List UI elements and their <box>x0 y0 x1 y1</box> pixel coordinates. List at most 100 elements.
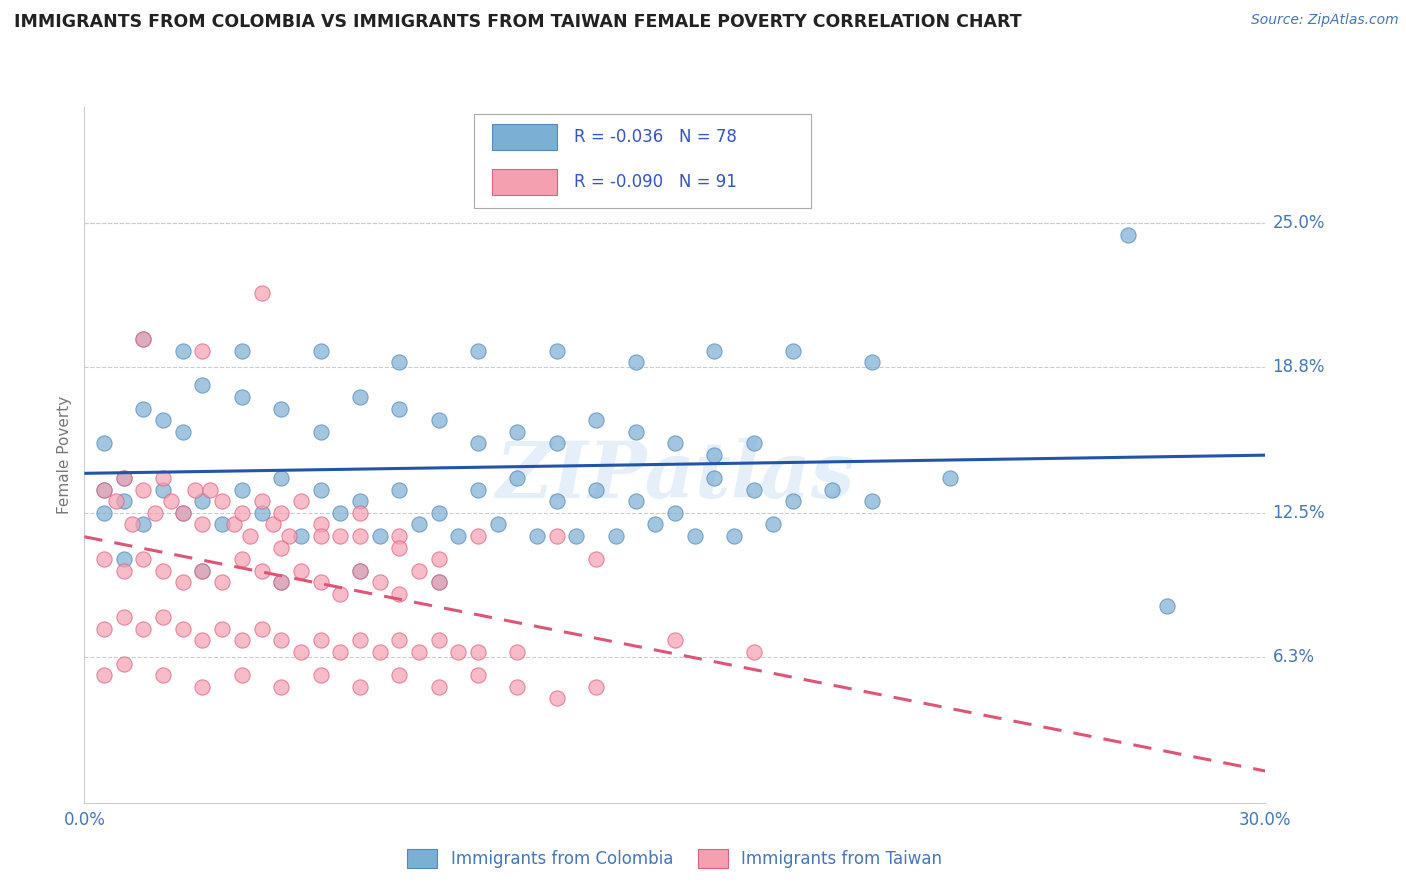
Point <box>152 413 174 427</box>
Point <box>270 401 292 416</box>
Point <box>427 413 450 427</box>
Point <box>506 680 529 694</box>
Point <box>104 494 127 508</box>
Point <box>723 529 745 543</box>
Text: R = -0.090   N = 91: R = -0.090 N = 91 <box>575 173 737 191</box>
Point <box>231 343 253 358</box>
Point <box>93 483 115 497</box>
Point <box>112 471 135 485</box>
Point <box>290 564 312 578</box>
Point <box>368 575 391 590</box>
Point <box>860 355 883 369</box>
Point <box>427 680 450 694</box>
Point <box>427 552 450 566</box>
Point <box>183 483 205 497</box>
Point <box>1116 227 1139 242</box>
Point <box>447 529 470 543</box>
Point <box>309 425 332 439</box>
Point <box>427 575 450 590</box>
Point <box>427 575 450 590</box>
Point <box>309 575 332 590</box>
Text: 6.3%: 6.3% <box>1272 648 1315 665</box>
Point <box>408 564 430 578</box>
Point <box>152 471 174 485</box>
Point <box>368 645 391 659</box>
Point <box>624 494 647 508</box>
Point <box>309 633 332 648</box>
Point <box>290 645 312 659</box>
Point <box>703 471 725 485</box>
Point <box>191 494 214 508</box>
Point <box>427 506 450 520</box>
Point <box>329 587 352 601</box>
Point <box>278 529 301 543</box>
Text: 12.5%: 12.5% <box>1272 504 1324 522</box>
Point <box>231 506 253 520</box>
Point <box>585 483 607 497</box>
Point <box>132 552 155 566</box>
Point <box>152 668 174 682</box>
Point <box>191 633 214 648</box>
Point <box>191 680 214 694</box>
Point <box>742 436 765 450</box>
Point <box>250 506 273 520</box>
Point <box>211 575 233 590</box>
Point <box>93 483 115 497</box>
Point <box>486 517 509 532</box>
Text: 18.8%: 18.8% <box>1272 358 1324 376</box>
Point <box>200 483 222 497</box>
Point <box>388 668 411 682</box>
Point <box>231 390 253 404</box>
Point <box>250 285 273 300</box>
Point <box>152 483 174 497</box>
Text: Source: ZipAtlas.com: Source: ZipAtlas.com <box>1251 13 1399 28</box>
Point <box>191 564 214 578</box>
Point <box>349 633 371 648</box>
FancyBboxPatch shape <box>492 124 557 150</box>
Point <box>368 529 391 543</box>
Point <box>231 668 253 682</box>
FancyBboxPatch shape <box>474 114 811 208</box>
Point <box>664 633 686 648</box>
Point <box>191 517 214 532</box>
Point <box>250 622 273 636</box>
Point <box>112 564 135 578</box>
Point <box>782 343 804 358</box>
Point <box>703 448 725 462</box>
Point <box>546 343 568 358</box>
Point <box>546 436 568 450</box>
Point <box>860 494 883 508</box>
Point <box>270 471 292 485</box>
Point <box>349 564 371 578</box>
Point <box>172 575 194 590</box>
Point <box>388 529 411 543</box>
Point <box>388 401 411 416</box>
Point <box>132 332 155 346</box>
Point <box>290 529 312 543</box>
Point <box>644 517 666 532</box>
Point <box>211 494 233 508</box>
Point <box>546 691 568 706</box>
Point <box>250 494 273 508</box>
Point <box>309 483 332 497</box>
Point <box>112 610 135 624</box>
Point <box>506 471 529 485</box>
Point <box>329 645 352 659</box>
Point <box>349 494 371 508</box>
Point <box>270 633 292 648</box>
Point <box>191 343 214 358</box>
Point <box>467 483 489 497</box>
Point <box>388 355 411 369</box>
Point <box>624 425 647 439</box>
Point <box>585 413 607 427</box>
Point <box>132 483 155 497</box>
Point <box>132 401 155 416</box>
Point <box>143 506 166 520</box>
Point <box>782 494 804 508</box>
Point <box>664 506 686 520</box>
Text: R = -0.036   N = 78: R = -0.036 N = 78 <box>575 128 737 146</box>
Point <box>262 517 284 532</box>
Point <box>270 506 292 520</box>
Point <box>447 645 470 659</box>
Point <box>172 425 194 439</box>
